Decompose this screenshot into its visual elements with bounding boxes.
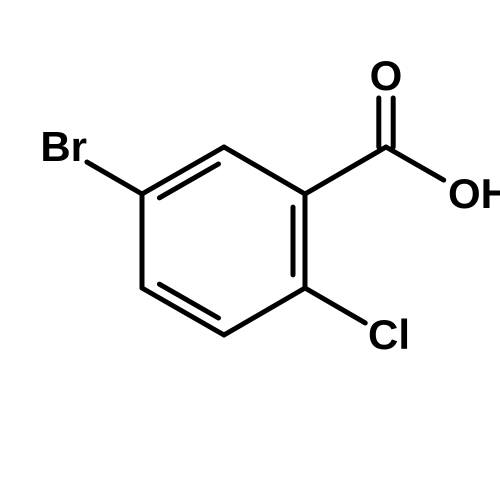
atom-label-o: O xyxy=(370,52,403,99)
atom-label-cl: Cl xyxy=(368,311,410,358)
bond xyxy=(305,288,365,323)
bond-layer xyxy=(87,98,444,335)
bond xyxy=(386,147,444,180)
bond xyxy=(224,147,305,194)
atom-label-br: Br xyxy=(40,123,87,170)
label-layer: O OH Br Cl xyxy=(40,52,500,358)
bond xyxy=(305,147,386,194)
bond xyxy=(224,288,305,335)
bond xyxy=(87,162,142,194)
chemical-structure: O OH Br Cl xyxy=(0,0,500,500)
atom-label-oh: OH xyxy=(448,170,500,217)
